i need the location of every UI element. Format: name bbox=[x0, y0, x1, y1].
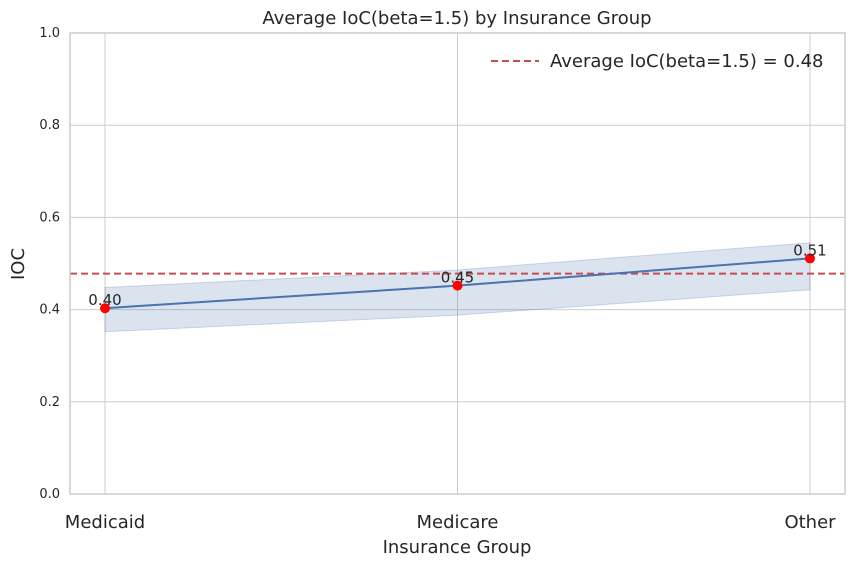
y-tick-label: 0.4 bbox=[39, 303, 60, 318]
data-label-medicaid: 0.40 bbox=[88, 291, 121, 309]
data-label-medicare: 0.45 bbox=[441, 269, 474, 287]
y-tick-label: 0.0 bbox=[39, 487, 60, 502]
y-tick-label: 0.2 bbox=[39, 395, 60, 410]
chart-title: Average IoC(beta=1.5) by Insurance Group bbox=[262, 8, 651, 29]
x-tick-label-other: Other bbox=[784, 512, 836, 533]
y-tick-label: 0.6 bbox=[39, 210, 60, 225]
legend-label-reference-line: Average IoC(beta=1.5) = 0.48 bbox=[550, 51, 823, 72]
x-tick-label-medicaid: Medicaid bbox=[65, 512, 145, 533]
data-point-other bbox=[805, 253, 815, 264]
y-tick-label: 1.0 bbox=[39, 26, 60, 41]
x-tick-label-medicare: Medicare bbox=[416, 512, 498, 533]
data-point-medicaid bbox=[100, 303, 110, 314]
x-axis-label: Insurance Group bbox=[383, 537, 532, 558]
data-point-medicare bbox=[452, 280, 463, 291]
y-tick-label: 0.8 bbox=[39, 118, 60, 133]
y-axis-label: IOC bbox=[8, 248, 29, 280]
axes: 0.0 0.2 0.4 0.6 0.8 1.0 Medicaid Medicare Other bbox=[39, 26, 846, 533]
data-label-other: 0.51 bbox=[793, 241, 826, 259]
data-label-layer: 0.40 0.45 0.51 bbox=[88, 241, 826, 309]
marker-layer bbox=[100, 253, 815, 314]
plot-frame bbox=[69, 32, 846, 495]
legend: Average IoC(beta=1.5) = 0.48 bbox=[491, 51, 823, 72]
